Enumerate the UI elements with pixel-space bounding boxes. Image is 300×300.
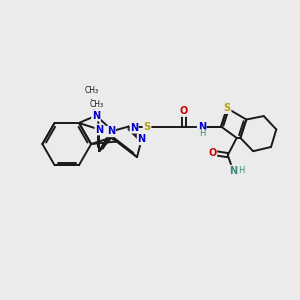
Text: N: N	[95, 124, 104, 135]
Text: N: N	[107, 126, 115, 136]
Text: CH₃: CH₃	[90, 100, 104, 109]
Text: O: O	[208, 148, 216, 158]
Text: N: N	[138, 134, 146, 144]
Text: H: H	[238, 166, 244, 175]
Text: N: N	[198, 122, 206, 132]
Text: O: O	[180, 106, 188, 116]
Text: CH₃: CH₃	[85, 86, 99, 95]
Text: S: S	[224, 103, 231, 113]
Text: N: N	[92, 111, 100, 121]
Text: H: H	[199, 130, 206, 139]
Text: N: N	[229, 166, 237, 176]
Text: S: S	[143, 122, 151, 132]
Text: N: N	[130, 123, 138, 133]
